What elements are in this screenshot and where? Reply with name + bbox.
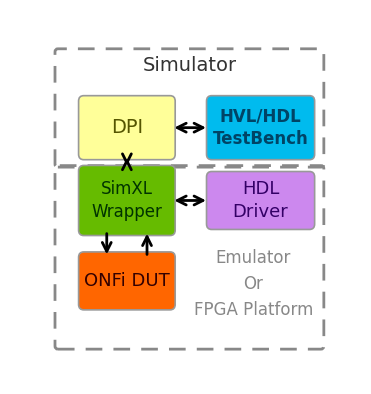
FancyBboxPatch shape bbox=[207, 171, 315, 229]
Text: Simulator: Simulator bbox=[143, 56, 237, 75]
Text: HVL/HDL
TestBench: HVL/HDL TestBench bbox=[213, 108, 308, 148]
FancyBboxPatch shape bbox=[79, 165, 175, 236]
Text: HDL
Driver: HDL Driver bbox=[233, 180, 289, 221]
Text: Emulator
Or
FPGA Platform: Emulator Or FPGA Platform bbox=[194, 249, 313, 319]
FancyBboxPatch shape bbox=[207, 96, 315, 160]
FancyBboxPatch shape bbox=[79, 96, 175, 160]
Text: ONFi DUT: ONFi DUT bbox=[84, 272, 170, 290]
FancyBboxPatch shape bbox=[79, 252, 175, 310]
Text: SimXL
Wrapper: SimXL Wrapper bbox=[91, 180, 162, 221]
Text: DPI: DPI bbox=[111, 118, 143, 137]
